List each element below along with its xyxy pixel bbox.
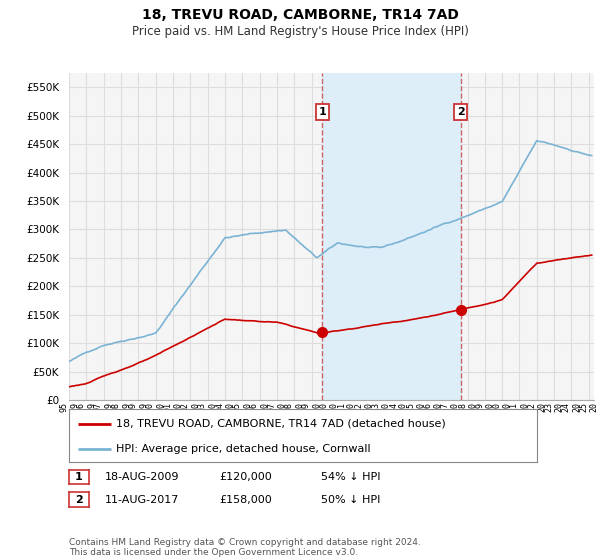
Text: 50% ↓ HPI: 50% ↓ HPI xyxy=(321,494,380,505)
Text: 11-AUG-2017: 11-AUG-2017 xyxy=(105,494,179,505)
Text: 18, TREVU ROAD, CAMBORNE, TR14 7AD: 18, TREVU ROAD, CAMBORNE, TR14 7AD xyxy=(142,8,458,22)
Text: 2: 2 xyxy=(75,494,83,505)
Text: 1: 1 xyxy=(319,107,326,117)
Bar xyxy=(322,73,461,400)
Text: 1: 1 xyxy=(75,472,83,482)
Text: Price paid vs. HM Land Registry's House Price Index (HPI): Price paid vs. HM Land Registry's House … xyxy=(131,25,469,38)
Text: HPI: Average price, detached house, Cornwall: HPI: Average price, detached house, Corn… xyxy=(116,444,370,454)
Text: 18-AUG-2009: 18-AUG-2009 xyxy=(105,472,179,482)
Text: 2: 2 xyxy=(457,107,464,117)
Text: 54% ↓ HPI: 54% ↓ HPI xyxy=(321,472,380,482)
Text: Contains HM Land Registry data © Crown copyright and database right 2024.
This d: Contains HM Land Registry data © Crown c… xyxy=(69,538,421,557)
Text: £158,000: £158,000 xyxy=(219,494,272,505)
Text: £120,000: £120,000 xyxy=(219,472,272,482)
Text: 18, TREVU ROAD, CAMBORNE, TR14 7AD (detached house): 18, TREVU ROAD, CAMBORNE, TR14 7AD (deta… xyxy=(116,419,446,429)
